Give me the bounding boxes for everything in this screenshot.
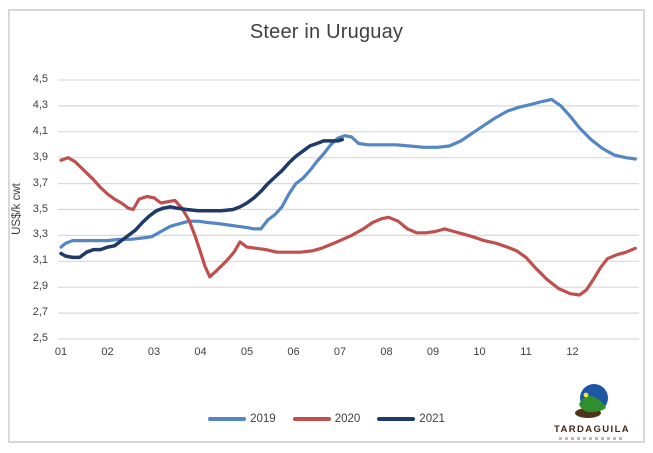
legend-label-2021: 2021 xyxy=(419,413,445,425)
y-tick-label: 3,9 xyxy=(32,150,48,163)
tardaguila-logo: TARDAGUILA xyxy=(548,383,636,440)
legend-label-2019: 2019 xyxy=(250,413,276,425)
x-tick-label: 12 xyxy=(566,346,579,358)
x-tick-label: 08 xyxy=(380,346,393,358)
y-tick-label: 2,9 xyxy=(32,280,48,293)
x-tick-label: 11 xyxy=(520,346,532,358)
legend-item-2020: 2020 xyxy=(292,413,361,425)
legend-item-2021: 2021 xyxy=(377,413,445,425)
x-tick-label: 02 xyxy=(101,346,114,358)
x-tick-label: 09 xyxy=(426,346,440,358)
y-tick-label: 4,3 xyxy=(32,98,48,111)
gridlines xyxy=(58,79,639,340)
logo-text: TARDAGUILA xyxy=(553,424,631,435)
logo-subtext xyxy=(559,437,625,440)
x-tick-label: 05 xyxy=(240,346,254,358)
legend-item-2019: 2019 xyxy=(208,413,276,425)
line-2019 xyxy=(59,97,637,249)
legend-swatch-2019 xyxy=(208,417,247,421)
x-tick-label: 06 xyxy=(287,346,300,358)
line-2020 xyxy=(59,156,637,297)
x-tick-label: 01 xyxy=(54,346,68,358)
y-tick-label: 3,5 xyxy=(32,202,48,215)
x-tick-label: 10 xyxy=(473,346,486,358)
chart-frame xyxy=(8,9,645,443)
legend-label-2020: 2020 xyxy=(334,413,361,425)
y-tick-label: 3,7 xyxy=(32,176,48,189)
y-tick-label: 4,5 xyxy=(32,73,48,85)
y-tick-label: 2,5 xyxy=(32,332,48,344)
y-tick-label: 2,7 xyxy=(32,306,48,319)
x-tick-label: 03 xyxy=(147,346,161,358)
globe-icon xyxy=(575,384,608,418)
y-tick-label: 3,3 xyxy=(32,228,48,241)
y-tick-label: 4,1 xyxy=(32,124,48,137)
x-tick-label: 07 xyxy=(333,346,347,358)
legend-swatch-2020 xyxy=(292,417,331,421)
series-lines xyxy=(59,97,637,297)
chart-title: Steer in Uruguay xyxy=(249,21,404,43)
line-2021 xyxy=(59,137,345,260)
legend: 2019 2020 2021 xyxy=(0,413,653,425)
legend-swatch-2021 xyxy=(377,417,416,421)
x-tick-label: 04 xyxy=(194,346,207,358)
y-tick-label: 3,1 xyxy=(32,254,48,267)
